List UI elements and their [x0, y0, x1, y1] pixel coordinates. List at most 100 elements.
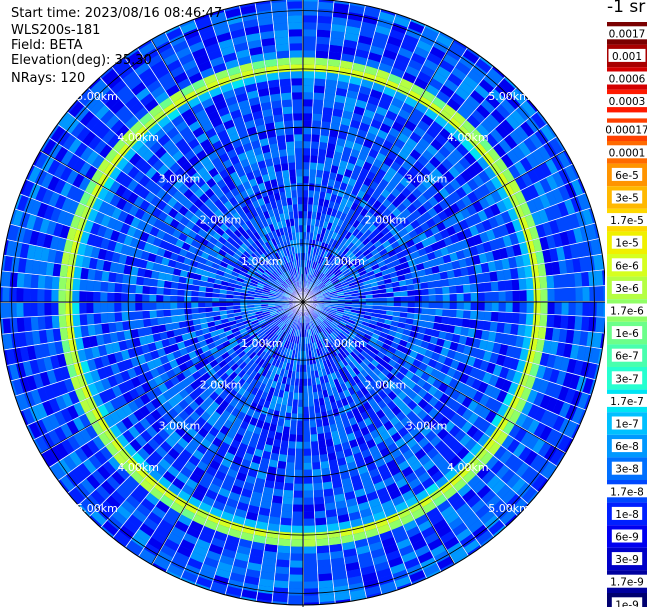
beta-cell	[39, 371, 51, 387]
beta-cell	[236, 337, 245, 344]
beta-cell	[324, 86, 337, 95]
beta-cell	[338, 322, 346, 329]
ray-gap	[112, 301, 304, 539]
beta-cell	[451, 148, 464, 162]
beta-cell	[304, 581, 318, 589]
beta-cell	[79, 314, 88, 326]
beta-cell	[322, 293, 330, 297]
beta-cell	[275, 252, 281, 260]
beta-cell	[370, 316, 379, 322]
beta-cell	[159, 264, 168, 273]
beta-cell	[303, 392, 309, 400]
beta-cell	[115, 273, 124, 283]
beta-cell	[126, 76, 142, 91]
beta-cell	[129, 101, 144, 115]
beta-cell	[396, 582, 412, 590]
beta-cell	[484, 384, 495, 397]
beta-cell	[263, 443, 273, 453]
beta-cell	[149, 294, 157, 302]
beta-cell	[204, 519, 218, 531]
beta-cell	[83, 371, 95, 385]
beta-cell	[435, 133, 448, 146]
beta-cell	[433, 389, 444, 401]
beta-cell	[221, 548, 237, 559]
beta-cell	[464, 152, 477, 165]
beta-cell	[175, 454, 188, 467]
beta-cell	[253, 448, 264, 458]
beta-cell	[213, 315, 221, 321]
beta-cell	[128, 293, 136, 302]
ray-gap	[302, 301, 605, 318]
beta-cell	[469, 147, 482, 161]
beta-cell	[328, 416, 336, 426]
beta-cell	[531, 377, 543, 392]
beta-cell	[516, 359, 526, 373]
beta-cell	[289, 320, 294, 327]
beta-cell	[441, 316, 450, 325]
beta-cell	[257, 266, 265, 274]
beta-cell	[422, 381, 433, 392]
beta-cell	[295, 441, 303, 449]
beta-cell	[603, 286, 605, 301]
beta-cell	[433, 249, 443, 259]
beta-cell	[428, 302, 436, 309]
beta-cell	[152, 34, 169, 48]
beta-cell	[116, 466, 130, 480]
beta-cell	[224, 329, 233, 337]
beta-cell	[577, 392, 589, 409]
beta-cell	[356, 372, 365, 381]
beta-cell	[590, 347, 600, 364]
beta-cell	[514, 427, 528, 443]
beta-cell	[184, 302, 192, 309]
beta-cell	[244, 276, 252, 282]
beta-cell	[485, 229, 496, 241]
beta-cell	[471, 429, 485, 443]
beta-cell	[357, 242, 366, 251]
beta-cell	[542, 222, 553, 236]
beta-cell	[360, 225, 369, 235]
beta-cell	[476, 104, 491, 119]
beta-cell	[347, 11, 364, 22]
beta-cell	[449, 285, 457, 294]
beta-cell	[362, 318, 371, 324]
beta-cell	[495, 104, 511, 119]
beta-cell	[250, 234, 258, 243]
beta-cell	[219, 400, 230, 410]
beta-cell	[121, 302, 129, 312]
beta-cell	[269, 289, 277, 294]
beta-cell	[307, 218, 312, 226]
beta-cell	[316, 384, 322, 392]
beta-cell	[320, 128, 330, 137]
beta-cell	[109, 424, 122, 438]
beta-cell	[583, 346, 594, 363]
beta-cell	[334, 415, 342, 424]
beta-cell	[396, 269, 405, 277]
beta-cell	[60, 408, 73, 423]
beta-cell	[299, 364, 303, 372]
beta-cell	[29, 230, 40, 246]
beta-cell	[271, 350, 278, 359]
beta-cell	[252, 335, 260, 342]
beta-cell	[525, 117, 540, 133]
beta-cell	[241, 214, 250, 223]
beta-cell	[515, 255, 524, 268]
beta-cell	[421, 295, 429, 302]
beta-cell	[303, 504, 314, 512]
beta-cell	[303, 476, 313, 484]
ray-gap	[77, 99, 304, 303]
beta-cell	[526, 434, 540, 450]
beta-cell	[338, 520, 351, 530]
beta-cell	[206, 177, 217, 188]
ray-gap	[302, 5, 366, 303]
beta-cell	[279, 274, 286, 282]
beta-cell	[304, 574, 318, 582]
beta-cell	[349, 255, 358, 263]
beta-cell	[383, 543, 399, 555]
beta-cell	[198, 477, 211, 489]
beta-cell	[292, 335, 296, 344]
beta-cell	[146, 54, 163, 68]
beta-cell	[411, 325, 420, 333]
beta-cell	[250, 361, 258, 370]
beta-cell	[586, 256, 595, 271]
beta-cell	[102, 461, 116, 476]
